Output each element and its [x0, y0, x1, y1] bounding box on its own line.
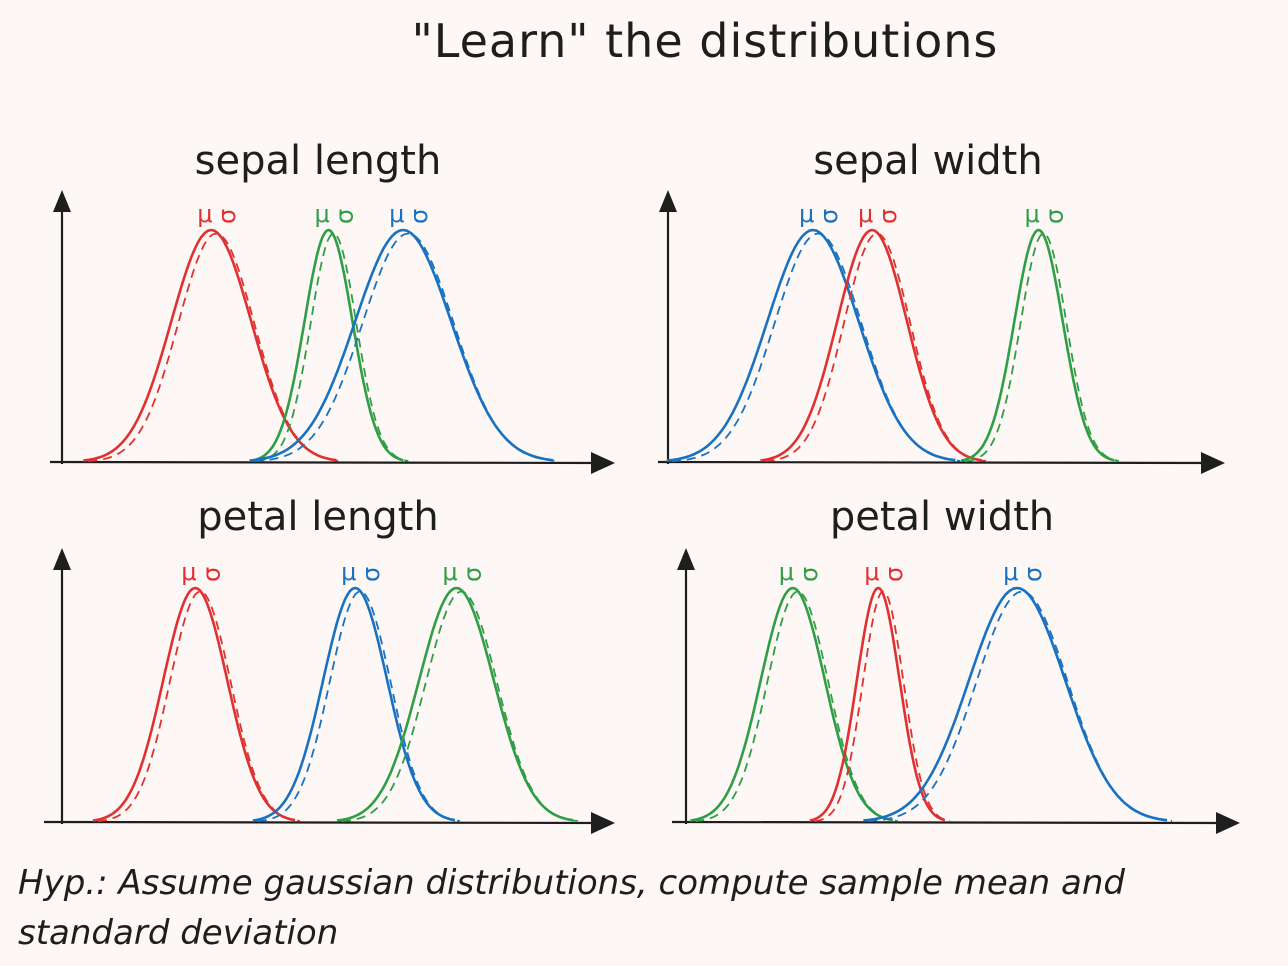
std-label: σ: [357, 567, 385, 582]
sample-distribution-setosa: [83, 228, 337, 462]
x-axis: [43, 820, 606, 825]
sample-distribution-setosa: [809, 586, 946, 822]
x-axis: [671, 820, 1231, 825]
fitted-gaussian-setosa: [88, 232, 342, 463]
x-axis-arrow: [591, 812, 615, 834]
mean-label: μ: [1003, 558, 1018, 586]
fitted-gaussian-virginica: [671, 232, 961, 463]
fitted-gaussian-versicolor: [256, 232, 409, 463]
fitted-gaussian-versicolor: [695, 590, 898, 823]
y-axis-arrow: [53, 548, 71, 570]
mean-label: μ: [799, 200, 814, 228]
mean-label: μ: [315, 200, 330, 228]
std-label: σ: [815, 209, 843, 224]
x-axis-arrow: [1201, 452, 1225, 474]
panel-title-petal-length: petal length: [197, 494, 439, 540]
fitted-gaussian-versicolor: [341, 590, 578, 823]
std-label: σ: [458, 567, 486, 582]
y-axis-arrow: [53, 190, 71, 212]
fitted-gaussian-setosa: [97, 590, 301, 823]
std-label: σ: [795, 567, 823, 582]
sample-distribution-versicolor: [251, 228, 404, 462]
sample-distribution-versicolor: [960, 228, 1115, 462]
sample-distribution-setosa: [92, 586, 296, 822]
panel-title-petal-width: petal width: [829, 494, 1055, 540]
fitted-gaussian-virginica: [254, 232, 558, 463]
std-label: σ: [1041, 209, 1069, 224]
mean-label: μ: [389, 200, 404, 228]
sample-distribution-virginica: [252, 586, 456, 822]
mean-label: μ: [1025, 200, 1040, 228]
x-axis: [49, 460, 606, 465]
std-label: σ: [405, 209, 433, 224]
std-label: σ: [213, 209, 241, 224]
mean-label: μ: [858, 200, 873, 228]
fitted-gaussian-setosa: [814, 590, 951, 823]
mean-label: μ: [197, 200, 212, 228]
std-label: σ: [1019, 567, 1047, 582]
x-axis-arrow: [591, 452, 615, 474]
fitted-gaussian-virginica: [868, 590, 1173, 823]
mean-label: μ: [442, 558, 457, 586]
panel-title-sepal-width: sepal width: [813, 138, 1043, 184]
sample-distribution-virginica: [863, 586, 1168, 822]
sample-distribution-setosa: [760, 228, 982, 462]
main-title: "Learn" the distributions: [411, 14, 999, 68]
y-axis-arrow: [677, 548, 695, 570]
panel-title-sepal-length: sepal length: [194, 138, 442, 184]
y-axis-arrow: [659, 190, 677, 212]
std-label: σ: [880, 567, 908, 582]
sample-distribution-versicolor: [690, 586, 894, 822]
std-label: σ: [331, 209, 359, 224]
sample-distribution-versicolor: [336, 586, 574, 822]
fitted-gaussian-setosa: [765, 232, 987, 463]
mean-label: μ: [779, 558, 794, 586]
x-axis-arrow: [1216, 812, 1240, 834]
std-label: σ: [874, 209, 902, 224]
mean-label: μ: [181, 558, 196, 586]
sample-distribution-virginica: [249, 228, 553, 462]
mean-label: μ: [341, 558, 356, 586]
std-label: σ: [197, 567, 225, 582]
footnote: Hyp.: Assume gaussian distributions, com…: [18, 863, 1125, 953]
mean-label: μ: [864, 558, 879, 586]
fitted-gaussian-versicolor: [966, 232, 1120, 463]
fitted-gaussian-virginica: [257, 590, 461, 823]
x-axis: [657, 460, 1216, 465]
